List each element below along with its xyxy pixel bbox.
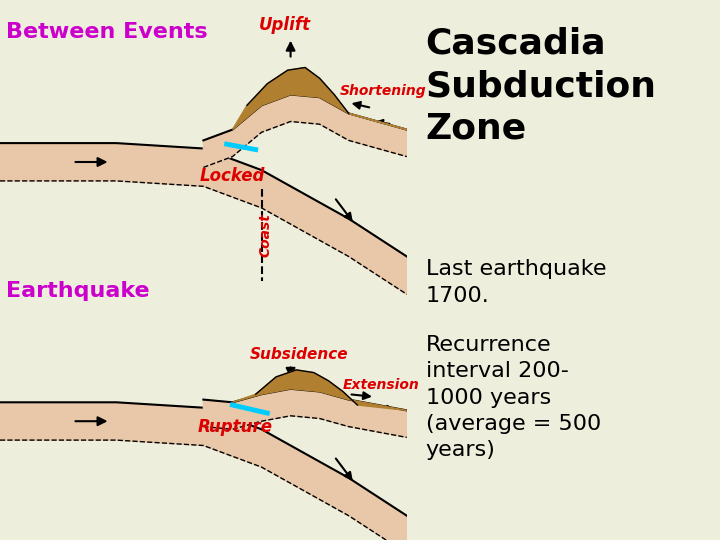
Polygon shape <box>233 68 407 130</box>
Text: Rupture: Rupture <box>198 418 273 436</box>
Polygon shape <box>203 389 407 437</box>
Text: Locked: Locked <box>199 167 265 185</box>
Text: Extension: Extension <box>342 378 419 392</box>
Polygon shape <box>0 402 407 540</box>
Text: Recurrence
interval 200-
1000 years
(average = 500
years): Recurrence interval 200- 1000 years (ave… <box>426 335 601 461</box>
Text: Shortening: Shortening <box>341 84 427 98</box>
Text: Between Events: Between Events <box>6 22 207 42</box>
Text: Earthquake: Earthquake <box>6 281 150 301</box>
Text: Uplift: Uplift <box>258 16 311 33</box>
Polygon shape <box>0 143 407 294</box>
Text: Last earthquake
1700.: Last earthquake 1700. <box>426 259 606 306</box>
Text: Cascadia
Subduction
Zone: Cascadia Subduction Zone <box>426 27 657 145</box>
Polygon shape <box>233 370 407 410</box>
Polygon shape <box>203 94 407 167</box>
Text: Coast: Coast <box>259 213 273 257</box>
Text: Subsidence: Subsidence <box>250 347 348 362</box>
